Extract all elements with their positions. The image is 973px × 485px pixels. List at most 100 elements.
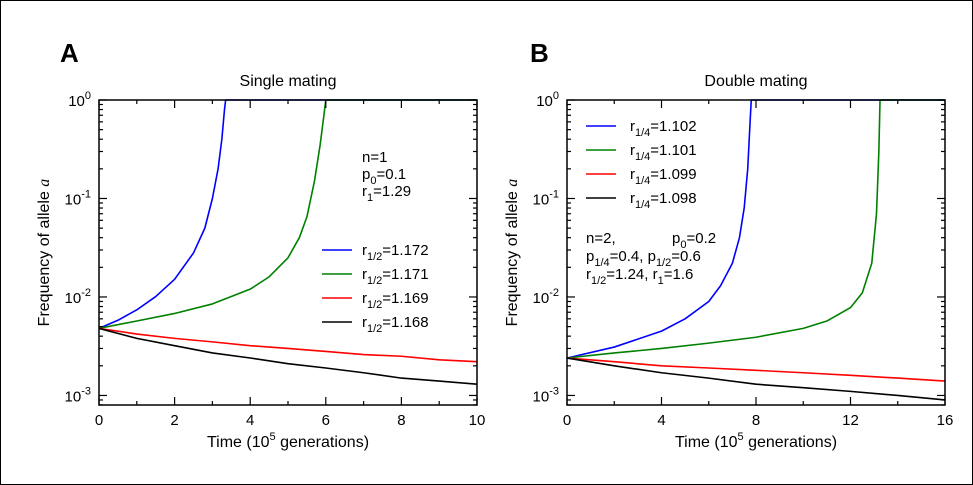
legend-label-subscript: 1/2 bbox=[367, 275, 382, 287]
parameter-line: r1/2​=1.24, r1​=1.6 bbox=[586, 266, 693, 287]
parameter-annotation: n=1p0​=0.1r1​=1.29 bbox=[362, 149, 411, 204]
y-axis-label-main: Frequency of allele bbox=[504, 187, 521, 327]
y-tick-exponent: 0 bbox=[553, 90, 559, 102]
y-tick-label: 10-2 bbox=[533, 287, 559, 307]
legend-label-tail: =1.099 bbox=[650, 166, 696, 183]
series-line-1 bbox=[99, 99, 477, 330]
y-axis-label-italic: a bbox=[36, 179, 53, 187]
parameter-annotation: n=2,p0​=0.2p1/4​=0.4, p1/2​=0.6r1/2​=1.2… bbox=[586, 230, 716, 287]
legend-label-subscript: 1/2 bbox=[367, 251, 382, 263]
legend-label-tail: =1.098 bbox=[650, 190, 696, 207]
x-tick-label: 4 bbox=[657, 412, 665, 429]
x-tick-label: 10 bbox=[469, 412, 486, 429]
y-tick-exponent: -2 bbox=[81, 287, 91, 299]
parameter-line: r1​=1.29 bbox=[362, 183, 411, 204]
x-axis-label: Time (105 generations) bbox=[675, 431, 837, 451]
y-tick-label: 100 bbox=[536, 90, 559, 110]
series-line-3 bbox=[567, 357, 945, 382]
legend-label-tail: =1.102 bbox=[650, 118, 696, 135]
y-tick-label: 10-1 bbox=[65, 188, 91, 208]
parameter-subscript: 1 bbox=[367, 192, 373, 204]
parameter-subscript: 0 bbox=[680, 239, 686, 251]
y-tick-base: 10 bbox=[536, 93, 553, 110]
parameter-text: p bbox=[362, 166, 370, 183]
parameter-text: =0.6 bbox=[671, 248, 701, 265]
x-tick-label: 4 bbox=[246, 412, 254, 429]
legend-label: r1/4=1.099 bbox=[630, 166, 697, 187]
parameter-text: p bbox=[586, 248, 594, 265]
legend-label-tail: =1.101 bbox=[650, 142, 696, 159]
y-axis-label: Frequency of allele a bbox=[504, 179, 521, 327]
y-tick-label: 10-2 bbox=[65, 287, 91, 307]
legend-label-base: r bbox=[630, 166, 635, 183]
legend-label-subscript: 1/4 bbox=[635, 127, 650, 139]
legend-label: r1/4=1.098 bbox=[630, 190, 697, 211]
x-tick-label: 2 bbox=[170, 412, 178, 429]
parameter-line: n=1 bbox=[362, 149, 387, 166]
x-tick-label: 16 bbox=[937, 412, 954, 429]
y-tick-base: 10 bbox=[65, 290, 82, 307]
y-axis-label-italic: a bbox=[504, 179, 521, 187]
y-tick-label: 10-3 bbox=[65, 385, 91, 405]
legend-label-subscript: 1/4 bbox=[635, 151, 650, 163]
series-group bbox=[99, 99, 477, 386]
x-axis-label-tail: generations) bbox=[744, 434, 837, 451]
parameter-text: =0.4, p bbox=[610, 248, 656, 265]
parameter-line: n=2, bbox=[586, 230, 616, 247]
parameter-text: =1.29 bbox=[373, 183, 411, 200]
x-axis-label-superscript: 5 bbox=[738, 431, 744, 443]
series-line-3 bbox=[99, 327, 477, 363]
legend-label-tail: =1.172 bbox=[382, 242, 428, 259]
chart-title: Double mating bbox=[704, 73, 807, 90]
parameter-subscript: 0 bbox=[370, 175, 376, 187]
y-tick-base: 10 bbox=[68, 93, 85, 110]
y-tick-exponent: -3 bbox=[81, 385, 91, 397]
y-tick-label: 10-1 bbox=[533, 188, 559, 208]
x-tick-label: 0 bbox=[95, 412, 103, 429]
series-line-2 bbox=[99, 99, 477, 330]
parameter-text: r bbox=[362, 183, 367, 200]
legend-label-subscript: 1/2 bbox=[367, 299, 382, 311]
y-tick-exponent: -3 bbox=[549, 385, 559, 397]
parameter-line: p0​=0.1 bbox=[362, 166, 406, 187]
y-tick-label: 10-3 bbox=[533, 385, 559, 405]
legend-label-base: r bbox=[630, 190, 635, 207]
y-tick-exponent: -2 bbox=[549, 287, 559, 299]
y-axis-label: Frequency of allele a bbox=[36, 179, 53, 327]
legend-label-base: r bbox=[362, 242, 367, 259]
chart-title: Single mating bbox=[240, 73, 337, 90]
y-tick-base: 10 bbox=[65, 191, 82, 208]
y-tick-exponent: 0 bbox=[85, 90, 91, 102]
x-tick-label: 8 bbox=[752, 412, 760, 429]
x-tick-label: 12 bbox=[842, 412, 859, 429]
legend-label: r1/2=1.168 bbox=[362, 314, 429, 335]
parameter-line: p1/4​=0.4, p1/2​=0.6 bbox=[586, 248, 701, 269]
y-tick-base: 10 bbox=[65, 388, 82, 405]
legend-label-tail: =1.168 bbox=[382, 314, 428, 331]
parameter-text: n=1 bbox=[362, 149, 387, 166]
parameter-text: p bbox=[672, 230, 680, 247]
legend-label-subscript: 1/4 bbox=[635, 199, 650, 211]
x-axis-label-tail: generations) bbox=[276, 434, 369, 451]
series-group bbox=[567, 99, 945, 401]
parameter-subscript: 1/2 bbox=[656, 257, 671, 269]
x-axis-label-superscript: 5 bbox=[270, 431, 276, 443]
series-line-4 bbox=[99, 327, 477, 386]
parameter-subscript: 1 bbox=[658, 275, 664, 287]
y-tick-base: 10 bbox=[533, 388, 550, 405]
y-tick-exponent: -1 bbox=[549, 188, 559, 200]
legend-label: r1/4=1.101 bbox=[630, 142, 697, 163]
y-tick-label: 100 bbox=[68, 90, 91, 110]
parameter-text: =0.2 bbox=[686, 230, 716, 247]
legend-label: r1/2=1.171 bbox=[362, 266, 429, 287]
legend-label-subscript: 1/2 bbox=[367, 323, 382, 335]
panel-letter: A bbox=[60, 38, 79, 68]
legend-label: r1/2=1.169 bbox=[362, 290, 429, 311]
legend-label-base: r bbox=[630, 118, 635, 135]
parameter-subscript: 1/4 bbox=[594, 257, 609, 269]
x-axis-label-main: Time (10 bbox=[207, 434, 270, 451]
